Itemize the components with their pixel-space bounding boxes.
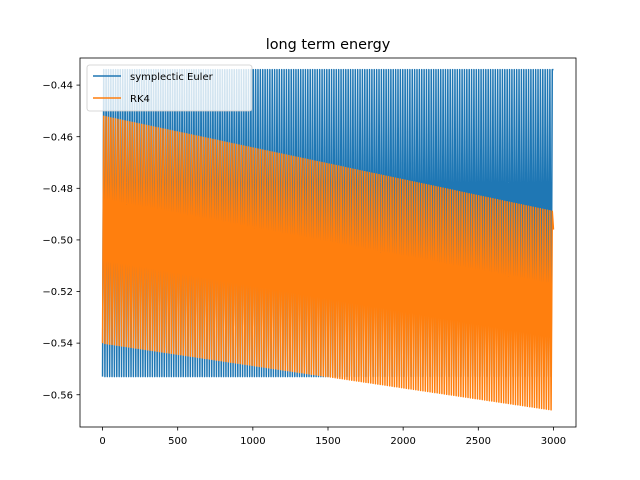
y-tick-label: −0.50 — [42, 236, 73, 247]
y-axis: −0.56 −0.54 −0.52 −0.50 −0.48 −0.46 −0.44 — [42, 81, 80, 401]
y-tick-label: −0.54 — [42, 339, 73, 350]
series-line-1 — [101, 115, 555, 411]
y-tick-label: −0.52 — [42, 287, 73, 298]
y-tick-label: −0.56 — [42, 390, 73, 401]
x-tick-label: 2500 — [466, 436, 491, 447]
x-tick-label: 500 — [168, 436, 187, 447]
legend-box — [86, 64, 253, 112]
x-tick-label: 2000 — [390, 436, 415, 447]
y-tick-label: −0.44 — [42, 81, 73, 92]
x-axis: 0 500 1000 1500 2000 2500 3000 — [99, 427, 566, 447]
legend-label-0: symplectic Euler — [130, 72, 214, 83]
x-tick-label: 3000 — [541, 436, 566, 447]
series-layer — [101, 68, 555, 411]
y-tick-label: −0.48 — [42, 184, 73, 195]
x-tick-label: 1000 — [240, 436, 265, 447]
legend: symplectic Euler RK4 — [86, 64, 253, 112]
x-tick-label: 1500 — [315, 436, 340, 447]
chart-title: long term energy — [266, 37, 391, 53]
x-tick-label: 0 — [99, 436, 105, 447]
y-tick-label: −0.46 — [42, 132, 73, 143]
legend-label-1: RK4 — [130, 94, 150, 105]
